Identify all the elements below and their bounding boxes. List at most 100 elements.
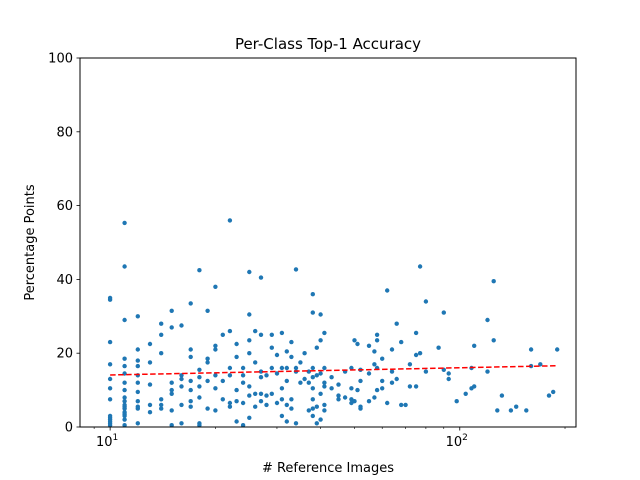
- trend-line: [110, 364, 558, 376]
- data-point: [122, 317, 127, 323]
- data-point: [491, 279, 496, 284]
- data-point: [385, 288, 390, 293]
- data-point: [107, 397, 113, 402]
- data-point: [310, 413, 315, 419]
- data-point: [329, 375, 334, 380]
- data-point: [247, 415, 252, 420]
- x-tick-exponent: 2: [462, 433, 468, 443]
- data-point: [352, 338, 357, 343]
- data-point: [472, 343, 477, 348]
- data-point: [463, 391, 468, 396]
- data-point: [247, 384, 252, 389]
- data-point: [279, 386, 285, 391]
- data-point: [188, 354, 193, 360]
- data-point: [179, 384, 184, 389]
- data-point: [135, 347, 140, 352]
- data-point: [366, 343, 372, 348]
- data-point: [374, 332, 380, 337]
- data-point: [240, 423, 246, 428]
- data-point: [355, 387, 360, 393]
- data-point: [423, 299, 429, 304]
- data-point: [310, 375, 315, 380]
- data-point: [135, 421, 140, 426]
- data-point: [107, 362, 113, 367]
- data-point: [284, 419, 289, 424]
- data-point: [205, 406, 210, 411]
- data-point: [485, 369, 490, 374]
- data-point: [107, 413, 113, 419]
- data-point: [234, 399, 239, 404]
- data-point: [524, 408, 529, 413]
- data-point: [247, 393, 252, 398]
- data-point: [279, 365, 285, 371]
- data-point: [122, 402, 127, 408]
- data-point: [213, 373, 218, 378]
- data-point: [205, 378, 210, 384]
- data-point: [302, 376, 307, 382]
- data-point: [358, 404, 363, 409]
- data-point: [188, 399, 193, 404]
- data-point: [389, 380, 395, 385]
- data-point: [135, 358, 140, 363]
- data-point: [289, 354, 294, 360]
- data-point: [380, 378, 385, 384]
- data-point: [135, 404, 140, 409]
- plot-frame: [79, 57, 577, 428]
- data-point: [310, 310, 315, 315]
- data-point: [399, 402, 404, 408]
- data-point: [122, 399, 127, 404]
- data-point: [205, 308, 210, 313]
- data-point: [264, 393, 269, 398]
- x-axis-label: # Reference Images: [262, 461, 394, 476]
- y-tick-label: 20: [56, 347, 73, 362]
- data-point: [122, 380, 127, 385]
- data-point: [528, 347, 534, 352]
- data-point: [551, 389, 556, 395]
- data-point: [264, 402, 269, 408]
- data-point: [197, 395, 202, 400]
- data-point: [247, 338, 252, 343]
- data-point: [310, 292, 315, 297]
- data-point: [169, 325, 174, 330]
- data-point: [213, 343, 218, 348]
- data-point: [555, 347, 560, 352]
- data-point: [514, 404, 519, 409]
- data-point: [220, 397, 225, 402]
- data-point: [159, 351, 164, 356]
- data-point: [213, 284, 218, 289]
- data-point: [253, 391, 258, 396]
- data-point: [213, 386, 218, 391]
- data-point: [240, 373, 246, 378]
- data-point: [107, 376, 113, 382]
- data-point: [318, 371, 323, 376]
- data-point: [169, 308, 174, 313]
- data-point: [247, 312, 252, 317]
- data-point: [322, 330, 327, 336]
- data-point: [227, 328, 233, 334]
- data-point: [279, 330, 285, 336]
- data-point: [188, 301, 193, 306]
- data-point: [446, 371, 451, 376]
- data-point: [135, 314, 140, 319]
- data-point: [310, 365, 315, 371]
- data-point: [413, 384, 419, 389]
- data-point: [310, 386, 315, 391]
- data-point: [298, 380, 303, 385]
- data-point: [380, 356, 385, 361]
- data-point: [197, 375, 202, 380]
- data-point: [179, 421, 184, 426]
- data-point: [188, 387, 193, 393]
- data-point: [403, 402, 408, 408]
- data-point: [135, 380, 140, 385]
- data-point: [122, 220, 127, 226]
- data-point: [147, 402, 153, 408]
- data-point: [389, 369, 395, 374]
- data-point: [234, 341, 239, 347]
- data-point: [240, 400, 246, 406]
- data-point: [234, 387, 239, 393]
- data-point: [417, 351, 423, 356]
- data-point: [366, 399, 372, 404]
- data-point: [253, 360, 258, 365]
- data-point: [227, 365, 233, 371]
- data-point: [197, 384, 202, 389]
